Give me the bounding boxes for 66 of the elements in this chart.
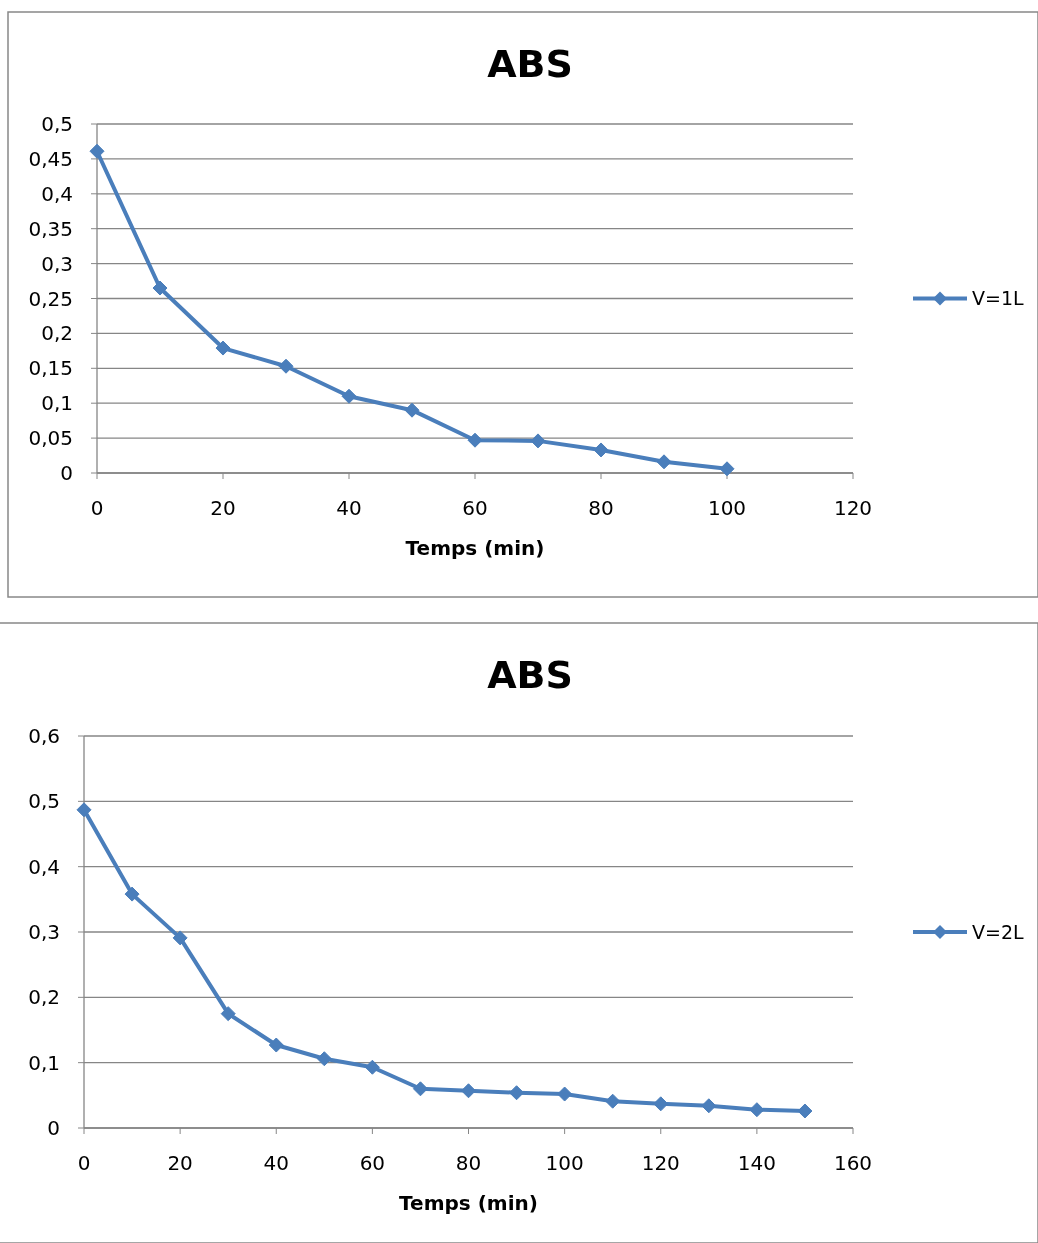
y-tick-label: 0 xyxy=(47,1116,60,1140)
y-tick-label: 0,2 xyxy=(28,985,60,1010)
y-tick-label: 0,4 xyxy=(28,854,60,879)
point xyxy=(404,402,420,418)
y-tick-label: 0,6 xyxy=(28,724,60,748)
point xyxy=(172,930,188,946)
chart-title: ABS xyxy=(487,653,573,697)
y-tick-label: 0,5 xyxy=(28,789,60,814)
x-tick-label: 80 xyxy=(588,496,614,520)
y-tick-label: 0,2 xyxy=(41,321,73,346)
point xyxy=(124,886,140,902)
y-tick-label: 0,1 xyxy=(41,391,73,416)
point xyxy=(509,1085,525,1101)
x-tick-label: 60 xyxy=(359,1151,386,1175)
y-tick-label: 0,5 xyxy=(41,112,73,136)
y-tick-label: 0,3 xyxy=(28,920,60,944)
y-tick-label: 0,35 xyxy=(28,216,73,241)
y-tick-label: 0,15 xyxy=(28,356,73,381)
point xyxy=(605,1093,621,1109)
y-tick-label: 0,05 xyxy=(28,426,73,451)
point xyxy=(278,358,294,374)
point xyxy=(467,432,483,448)
x-tick-label: 100 xyxy=(545,1151,584,1175)
point xyxy=(364,1059,380,1075)
point xyxy=(89,143,105,159)
point xyxy=(530,433,546,449)
point xyxy=(701,1098,717,1114)
point xyxy=(461,1083,476,1099)
x-tick-label: 120 xyxy=(641,1151,680,1175)
x-tick-label: 40 xyxy=(336,496,362,520)
x-tick-label: 40 xyxy=(263,1151,289,1175)
point xyxy=(412,1081,428,1097)
point xyxy=(76,802,92,818)
point xyxy=(656,454,672,470)
y-tick-label: 0,3 xyxy=(41,251,73,276)
x-tick-label: 0 xyxy=(90,496,104,520)
x-tick-label: 160 xyxy=(833,1151,873,1175)
point xyxy=(557,1086,573,1102)
y-tick-label: 0,1 xyxy=(28,1050,60,1075)
legend-label: V=2L xyxy=(972,920,1025,943)
point xyxy=(220,1006,236,1022)
y-tick-label: 0,25 xyxy=(28,286,73,311)
point xyxy=(593,442,609,458)
x-tick-label: 120 xyxy=(833,496,873,520)
legend-label: V=1L xyxy=(972,287,1025,310)
x-tick-label: 140 xyxy=(737,1151,776,1175)
y-tick-label: 0,45 xyxy=(28,146,73,171)
x-tick-label: 60 xyxy=(462,496,488,520)
x-tick-label: 20 xyxy=(210,496,236,520)
x-axis-title: Temps (min) xyxy=(405,536,545,560)
y-tick-label: 0 xyxy=(60,461,73,485)
x-tick-label: 0 xyxy=(77,1151,91,1175)
point xyxy=(797,1103,813,1119)
chart-title: ABS xyxy=(487,42,573,86)
point xyxy=(749,1102,765,1118)
point xyxy=(215,340,231,356)
point xyxy=(152,280,168,296)
x-axis-title: Temps (min) xyxy=(399,1191,538,1215)
x-tick-label: 100 xyxy=(707,496,747,520)
x-tick-label: 80 xyxy=(455,1151,482,1175)
point xyxy=(316,1051,332,1067)
point xyxy=(341,388,357,404)
point xyxy=(719,461,735,477)
point xyxy=(268,1037,284,1053)
y-tick-label: 0,4 xyxy=(41,181,73,206)
x-tick-label: 20 xyxy=(167,1151,193,1175)
